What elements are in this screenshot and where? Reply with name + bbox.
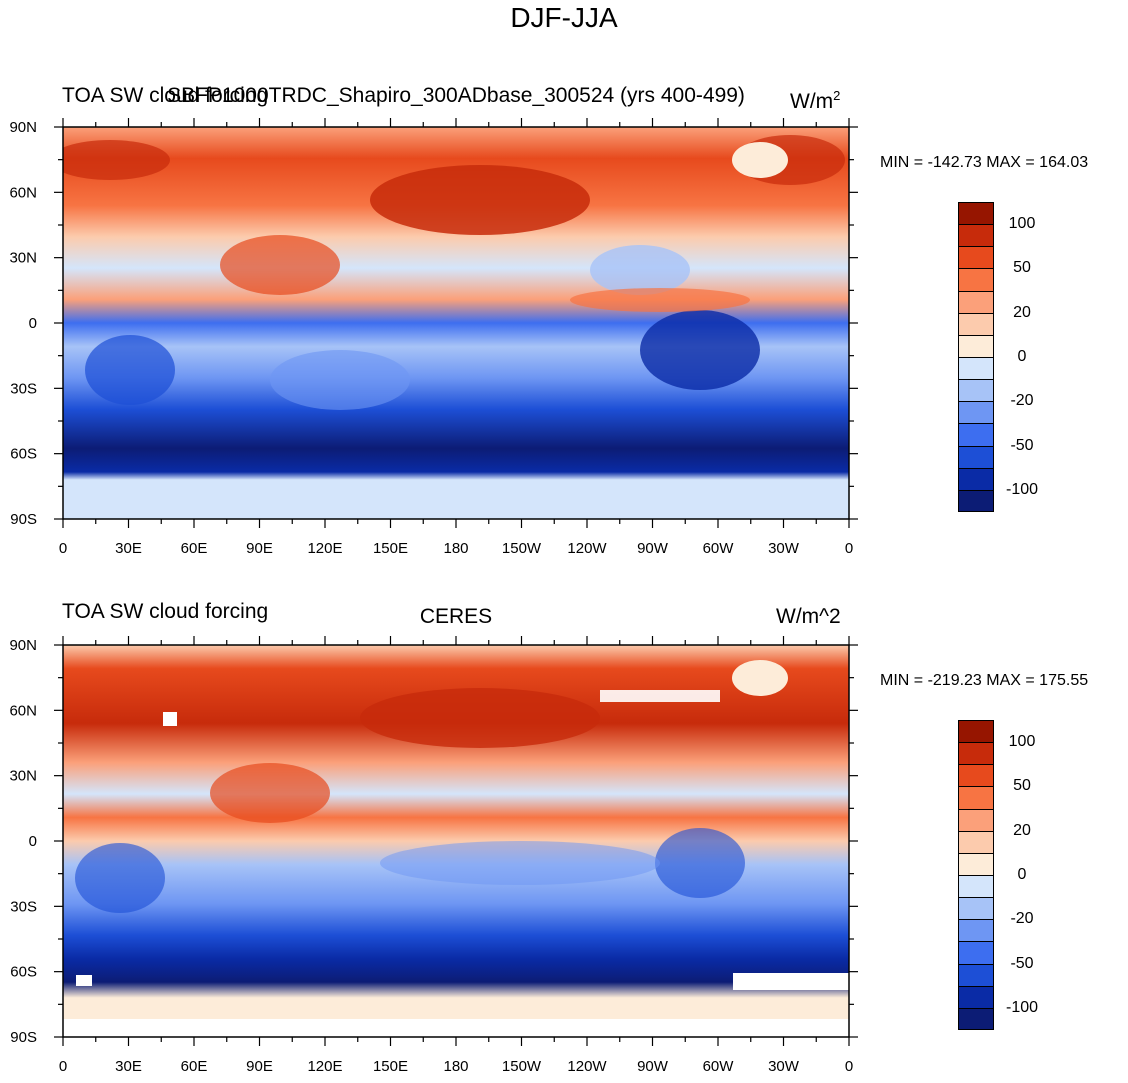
lat-label: 30S — [10, 380, 37, 397]
left-title: TOA SW cloud forcing — [62, 600, 269, 623]
model-panel: TOA SW cloud forcing SBFP1000TRDC_Shapir… — [9, 84, 1089, 557]
lon-label: 0 — [845, 1058, 853, 1075]
lon-label: 150E — [373, 540, 408, 557]
units-superscript: 2 — [833, 88, 841, 103]
colorbar-frame — [958, 202, 994, 512]
colorbar-tick-label: 20 — [1013, 821, 1031, 839]
colorbar-tick-label: -50 — [1010, 436, 1034, 454]
lat-label: 60S — [10, 446, 37, 463]
center-title: CERES — [419, 605, 493, 628]
colorbar-tick-label: 50 — [1013, 259, 1031, 277]
lat-label: 0 — [29, 833, 37, 850]
axis-ticks — [54, 118, 858, 528]
lat-labels: 90N 60N 30N 0 30S 60S 90S — [9, 119, 37, 528]
lon-label: 90E — [246, 540, 273, 557]
lat-label: 90N — [9, 637, 37, 654]
min-max-label: MIN = -219.23 MAX = 175.55 — [880, 672, 1089, 689]
colorbar-tick-label: 0 — [1017, 866, 1027, 883]
lon-label: 150W — [502, 1058, 542, 1075]
colorbar-tick-label: 20 — [1013, 303, 1031, 321]
contour-fill — [63, 127, 849, 519]
lat-labels: 90N 60N 30N 0 30S 60S 90S — [9, 637, 37, 1046]
lon-label: 120W — [567, 1058, 607, 1075]
lat-label: 30S — [10, 898, 37, 915]
colorbar-tick-label: 0 — [1017, 348, 1027, 365]
obs-panel: TOA SW cloud forcing CERES W/m^2 MIN = -… — [0, 518, 1128, 1083]
lon-label: 30W — [768, 540, 800, 557]
lon-label: 0 — [59, 1058, 67, 1075]
lon-label: 60W — [703, 1058, 735, 1075]
lat-label: 30N — [9, 250, 37, 267]
lon-label: 150E — [373, 1058, 408, 1075]
colorbar-tick-label: 100 — [1008, 215, 1036, 233]
units-label: W/m^2 — [776, 605, 841, 628]
lon-label: 0 — [845, 540, 853, 557]
contour-map: 90N 60N 30N 0 30S 60S 90S 0 30E 60E 90E 120E 150E 18… — [9, 118, 858, 557]
lat-label: 60N — [9, 184, 37, 201]
lon-labels: 0 30E 60E 90E 120E 150E 180 150W 120W 90W 60W 30W 0 — [59, 1058, 853, 1075]
left-title: TOA SW cloud forcing — [62, 84, 269, 107]
lon-label: 120W — [567, 540, 607, 557]
lat-label: 90N — [9, 119, 37, 136]
lon-label: 30E — [115, 540, 142, 557]
lat-label: 60N — [9, 702, 37, 719]
colorbar-tick-label: -20 — [1010, 392, 1034, 410]
colorbar-tick-label: -20 — [1010, 910, 1034, 928]
lon-label: 90E — [246, 1058, 273, 1075]
lon-label: 90W — [637, 1058, 669, 1075]
colorbar-tick-label: 100 — [1008, 733, 1036, 751]
colorbar: -100 -50 -20 0 20 50 100 — [958, 202, 1038, 512]
lat-label: 90S — [10, 511, 37, 528]
colorbar-tick-label: 50 — [1013, 777, 1031, 795]
lon-label: 120E — [307, 540, 342, 557]
colorbar-tick-label: -100 — [1005, 480, 1039, 498]
lon-label: 0 — [59, 540, 67, 557]
colorbar-tick-label: -50 — [1010, 954, 1034, 972]
main-title: DJF-JJA — [510, 2, 618, 33]
lat-label: 30N — [9, 768, 37, 785]
lon-label: 180 — [443, 540, 468, 557]
colorbar: -100 -50 -20 0 20 50 100 — [958, 720, 1038, 1030]
lat-label: 0 — [29, 315, 37, 332]
lon-label: 180 — [443, 1058, 468, 1075]
lon-label: 60E — [181, 1058, 208, 1075]
axis-ticks — [54, 636, 858, 1046]
lon-label: 120E — [307, 1058, 342, 1075]
lon-label: 90W — [637, 540, 669, 557]
lat-label: 60S — [10, 964, 37, 981]
contour-fill — [63, 645, 849, 1037]
lon-label: 60E — [181, 540, 208, 557]
lat-label: 90S — [10, 1029, 37, 1046]
colorbar-tick-label: -100 — [1005, 998, 1039, 1016]
min-max-label: MIN = -142.73 MAX = 164.03 — [880, 154, 1089, 171]
units-label: W/m2 — [790, 84, 840, 114]
contour-map: 90N 60N 30N 0 30S 60S 90S 0 30E 60E 90E 120E 150E 18… — [9, 636, 858, 1075]
lon-labels: 0 30E 60E 90E 120E 150E 180 150W 120W 90W 60W 30W 0 — [59, 540, 853, 557]
lon-label: 30E — [115, 1058, 142, 1075]
units-base: W/m — [790, 90, 834, 113]
lon-label: 150W — [502, 540, 542, 557]
lon-label: 30W — [768, 1058, 800, 1075]
lon-label: 60W — [703, 540, 735, 557]
colorbar-frame — [958, 720, 994, 1030]
center-title: SBFP1000TRDC_Shapiro_300ADbase_300524 (y… — [167, 84, 745, 107]
